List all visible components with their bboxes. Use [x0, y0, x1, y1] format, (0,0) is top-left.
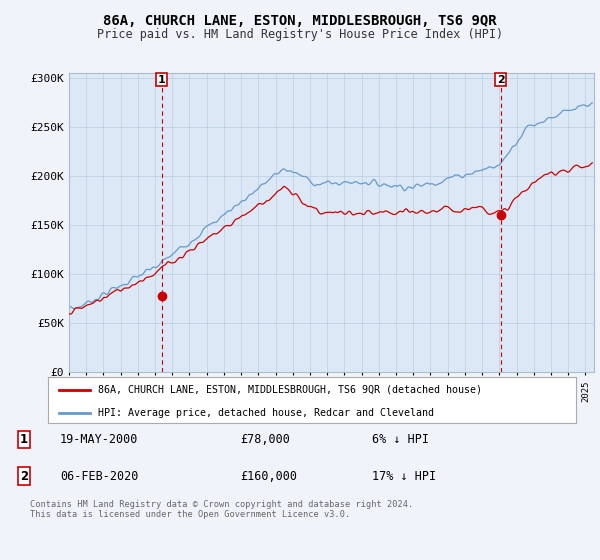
Text: 19-MAY-2000: 19-MAY-2000 — [60, 433, 139, 446]
Text: 1: 1 — [20, 433, 28, 446]
Text: £160,000: £160,000 — [240, 469, 297, 483]
Text: 1: 1 — [158, 75, 166, 85]
Text: 2: 2 — [20, 469, 28, 483]
Text: 86A, CHURCH LANE, ESTON, MIDDLESBROUGH, TS6 9QR (detached house): 86A, CHURCH LANE, ESTON, MIDDLESBROUGH, … — [98, 385, 482, 395]
Text: £78,000: £78,000 — [240, 433, 290, 446]
Text: Price paid vs. HM Land Registry's House Price Index (HPI): Price paid vs. HM Land Registry's House … — [97, 28, 503, 41]
Text: 86A, CHURCH LANE, ESTON, MIDDLESBROUGH, TS6 9QR: 86A, CHURCH LANE, ESTON, MIDDLESBROUGH, … — [103, 14, 497, 28]
Text: 2: 2 — [497, 75, 505, 85]
Text: Contains HM Land Registry data © Crown copyright and database right 2024.
This d: Contains HM Land Registry data © Crown c… — [30, 500, 413, 519]
Text: 06-FEB-2020: 06-FEB-2020 — [60, 469, 139, 483]
Text: 6% ↓ HPI: 6% ↓ HPI — [372, 433, 429, 446]
Text: 17% ↓ HPI: 17% ↓ HPI — [372, 469, 436, 483]
Text: HPI: Average price, detached house, Redcar and Cleveland: HPI: Average price, detached house, Redc… — [98, 408, 434, 418]
